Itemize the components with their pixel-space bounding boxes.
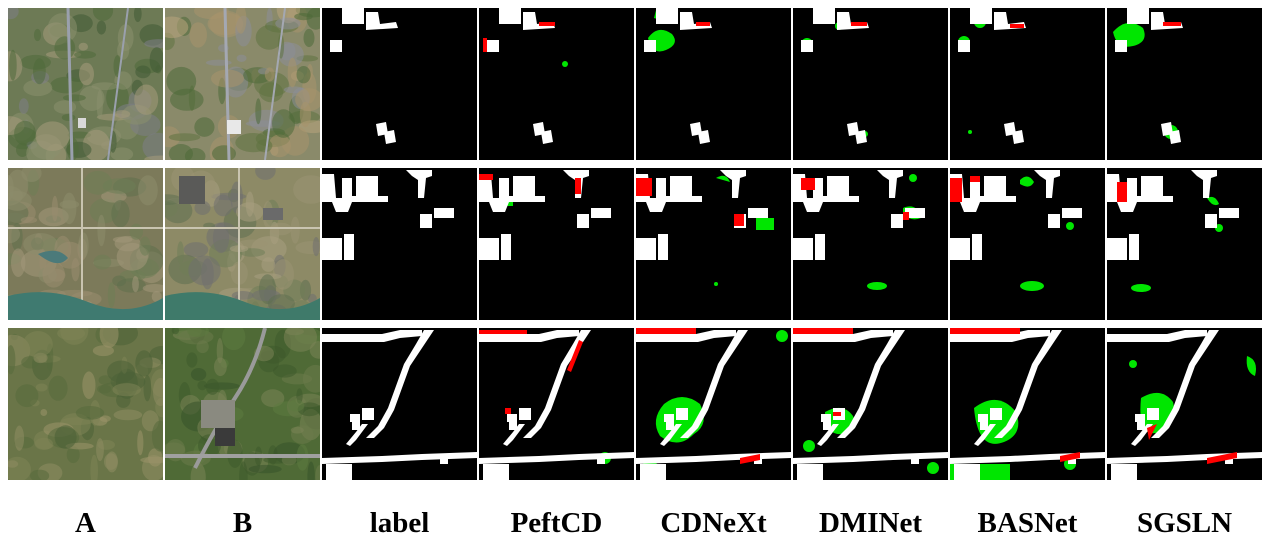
- tile-sample-2-b: [165, 168, 320, 320]
- tile-sample-3-b: [165, 328, 320, 480]
- tile-sample-1-b: [165, 8, 320, 160]
- tile-sample-1-a: [8, 8, 163, 160]
- tile-sample-2-sgsln: [1107, 168, 1262, 320]
- tile-sample-2-dminet: [793, 168, 948, 320]
- tile-sample-2-peftcd: [479, 168, 634, 320]
- tile-sample-3-basnet: [950, 328, 1105, 480]
- tile-sample-1-cdnext: [636, 8, 791, 160]
- tile-sample-1-peftcd: [479, 8, 634, 160]
- tile-sample-2-a: [8, 168, 163, 320]
- tile-sample-3-dminet: [793, 328, 948, 480]
- tile-sample-2-cdnext: [636, 168, 791, 320]
- tile-sample-3-sgsln: [1107, 328, 1262, 480]
- column-label-a: A: [75, 507, 96, 539]
- column-label-b: B: [232, 507, 253, 539]
- column-label-cdnext: CDNeXt: [660, 507, 767, 539]
- column-label-peftcd: PeftCD: [510, 507, 603, 539]
- tile-sample-2-label: [322, 168, 477, 320]
- column-label-sgsln: SGSLN: [1136, 507, 1233, 539]
- tile-sample-1-dminet: [793, 8, 948, 160]
- tile-sample-3-peftcd: [479, 328, 634, 480]
- tile-sample-1-label: [322, 8, 477, 160]
- tile-sample-1-sgsln: [1107, 8, 1262, 160]
- tile-sample-1-basnet: [950, 8, 1105, 160]
- column-label-dminet: DMINet: [818, 507, 923, 539]
- tile-sample-3-label: [322, 328, 477, 480]
- tile-sample-3-a: [8, 328, 163, 480]
- column-label-label: label: [369, 507, 430, 539]
- tile-sample-2-basnet: [950, 168, 1105, 320]
- column-label-basnet: BASNet: [977, 507, 1078, 539]
- tile-sample-3-cdnext: [636, 328, 791, 480]
